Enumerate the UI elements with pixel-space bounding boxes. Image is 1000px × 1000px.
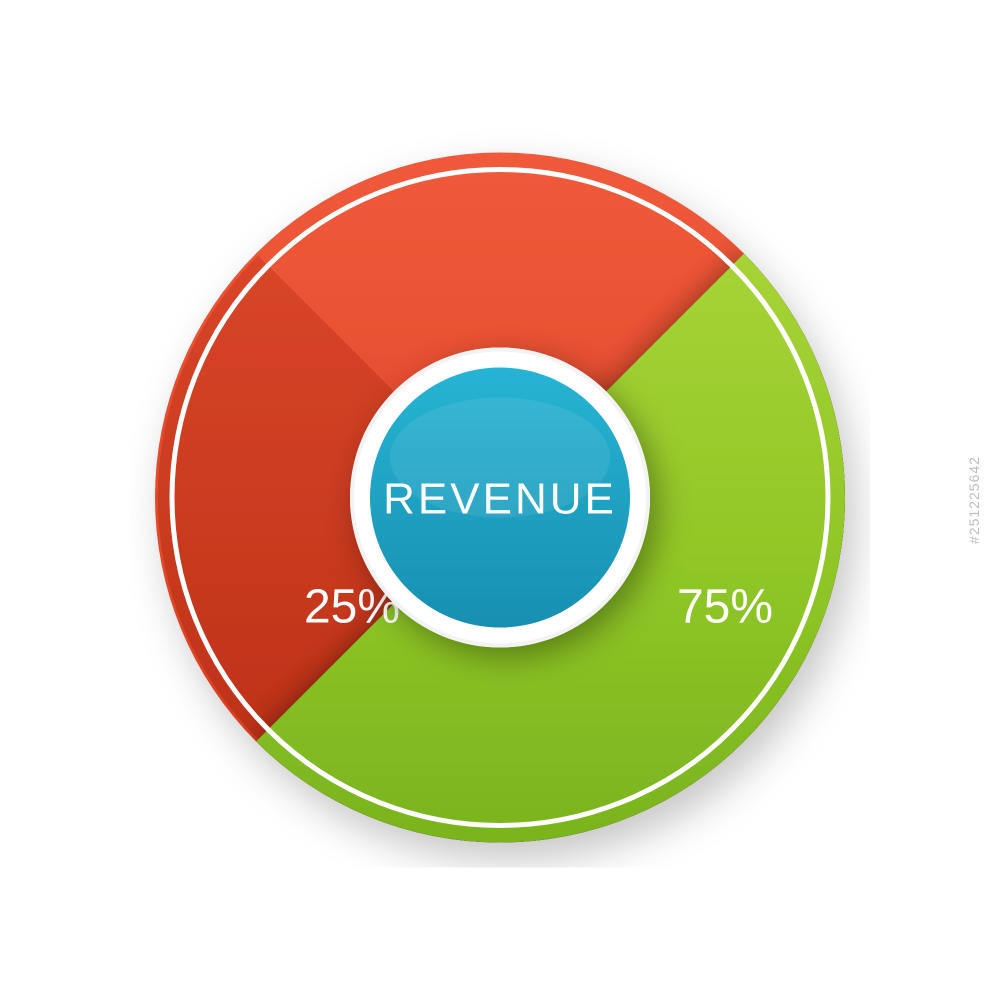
watermark-text: #251225642 [966, 456, 982, 544]
center-label: REVENUE [383, 475, 617, 524]
center-hub: REVENUE [350, 348, 650, 648]
slice-75-label: 75% [677, 581, 773, 634]
revenue-pie-chart: 25% 75% REVENUE [130, 128, 870, 873]
pie-svg: 25% 75% REVENUE [130, 128, 870, 868]
stage: 25% 75% REVENUE #251225642 [0, 0, 1000, 1000]
